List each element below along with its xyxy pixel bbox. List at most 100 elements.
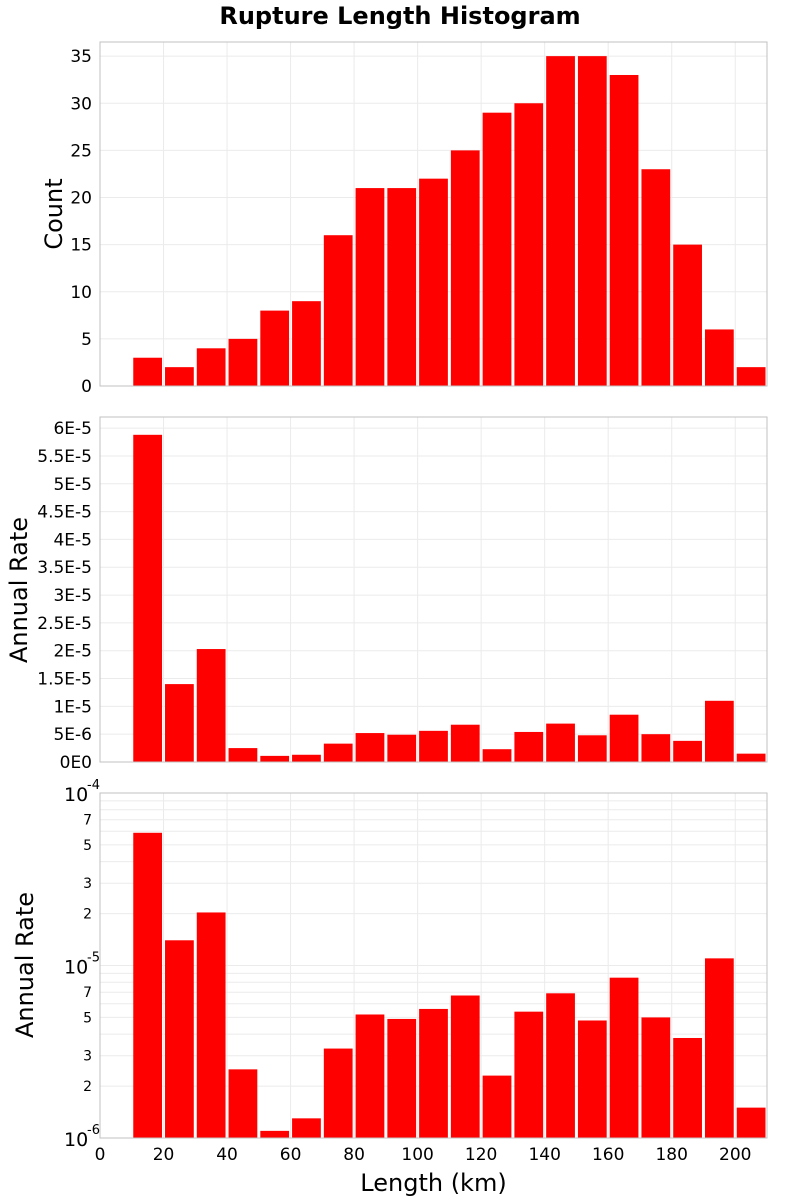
count-y-ticks: 0 5 10 15 20 25 30 35 [70,47,92,397]
linear-rate-y-axis-label: Annual Rate [5,517,33,663]
count-y-tick-label: 20 [70,189,92,209]
log-rate-bar [736,1107,766,1138]
linear-rate-bar [482,749,512,762]
count-bar [165,367,194,386]
linear-rate-y-tick-label: 2.5E-5 [37,614,92,634]
log-rate-bar [355,1014,385,1138]
linear-rate-bar [323,743,353,762]
log-rate-y-major-tick-exponent: -5 [87,951,100,966]
log-rate-y-minor-tick-label: 3 [83,1049,92,1065]
count-bar [292,301,321,386]
log-rate-y-minor-tick-label: 2 [83,907,92,923]
count-y-tick-label: 0 [81,377,92,397]
linear-rate-bar [165,684,194,762]
count-bar [546,56,575,386]
log-rate-bar [577,1020,607,1138]
log-rate-bar [419,1008,448,1138]
linear-rate-y-tick-label: 6E-5 [53,419,92,439]
x-tick-label: 120 [465,1145,497,1165]
count-bar [514,103,544,386]
count-bar [228,338,258,386]
linear-rate-y-tick-label: 0E0 [60,753,92,773]
log-rate-bar [641,1017,671,1138]
log-rate-y-minor-tick-label: 3 [83,876,92,892]
linear-rate-bar [450,724,480,762]
log-rate-plot-frame [99,792,768,1139]
x-axis-ticks: 0 20 40 60 80 100 120 140 160 180 200 [95,1145,752,1165]
linear-rate-bar [736,753,766,762]
x-tick-label: 140 [528,1145,560,1165]
x-tick-label: 40 [216,1145,238,1165]
linear-rate-y-tick-label: 4.5E-5 [37,503,92,523]
linear-rate-y-tick-label: 3.5E-5 [37,558,92,578]
log-rate-y-major-tick-exponent: -6 [87,1123,100,1138]
x-tick-label: 180 [655,1145,687,1165]
count-bar [641,169,671,386]
x-tick-label: 20 [153,1145,175,1165]
linear-rate-bar [355,733,385,762]
count-bars [100,56,767,387]
count-bar [260,310,290,386]
linear-rate-bar [704,700,734,762]
count-y-tick-label: 30 [70,94,92,114]
log-rate-bar [387,1018,417,1138]
count-bar [736,367,766,386]
count-plot-frame [99,41,768,387]
log-rate-bar [673,1037,702,1138]
linear-rate-bar [673,740,702,762]
log-rate-bar [609,977,639,1138]
linear-rate-bar [514,731,544,762]
x-tick-label: 80 [343,1145,365,1165]
log-rate-bar [482,1075,512,1138]
x-tick-label: 200 [719,1145,751,1165]
linear-rate-y-tick-label: 5E-6 [53,725,92,745]
log-rate-y-axis-label: Annual Rate [11,892,39,1038]
count-y-tick-label: 25 [70,141,92,161]
linear-rate-y-ticks: 0E0 5E-6 1E-5 1.5E-5 2E-5 2.5E-5 3E-5 3.5E-5 4E-… [37,419,92,773]
count-bar [673,244,702,386]
x-tick-label: 60 [280,1145,302,1165]
log-rate-y-minor-tick-label: 5 [83,838,92,854]
x-tick-label: 160 [592,1145,624,1165]
log-rate-y-major-tick-label: 10 [64,784,88,806]
linear-rate-bar [419,730,448,762]
linear-rate-bar [387,734,417,762]
log-rate-y-major-tick-label: 10 [64,957,88,979]
log-rate-bar [165,940,194,1138]
linear-rate-bar [228,748,258,762]
log-rate-y-major-tick-label: 10 [64,1129,88,1151]
count-bar [323,235,353,386]
count-bar [450,150,480,386]
log-rate-bar [292,1118,321,1138]
log-rate-bar [196,912,226,1138]
linear-rate-bar [260,755,290,762]
x-tick-label: 100 [401,1145,433,1165]
log-rate-bar [450,995,480,1138]
count-bar [577,56,607,386]
count-y-tick-label: 15 [70,236,92,256]
count-y-axis-label: Count [40,178,68,249]
linear-rate-bar [292,754,321,762]
log-rate-y-major-tick-exponent: -4 [87,778,100,793]
linear-rate-plot-frame [99,416,768,763]
log-rate-bar [260,1130,290,1138]
log-rate-bar [546,993,575,1138]
annual-rate-linear-panel: 0E0 5E-6 1E-5 1.5E-5 2E-5 2.5E-5 3E-5 3.5E-5 4E-… [5,416,768,773]
linear-rate-bar [546,723,575,762]
count-bar [704,329,734,386]
linear-rate-bars [100,434,767,763]
linear-rate-bar [641,734,671,762]
linear-rate-bar [577,735,607,762]
log-rate-bar [514,1011,544,1138]
linear-rate-y-tick-label: 4E-5 [53,530,92,550]
log-rate-bar [323,1048,353,1138]
linear-rate-y-tick-label: 1E-5 [53,697,92,717]
x-axis-label: Length (km) [360,1169,506,1197]
log-rate-y-minor-tick-label: 5 [83,1010,92,1026]
log-rate-y-minor-tick-label: 7 [83,985,92,1001]
linear-rate-y-tick-label: 3E-5 [53,586,92,606]
count-bar [355,188,385,386]
count-y-tick-label: 10 [70,283,92,303]
